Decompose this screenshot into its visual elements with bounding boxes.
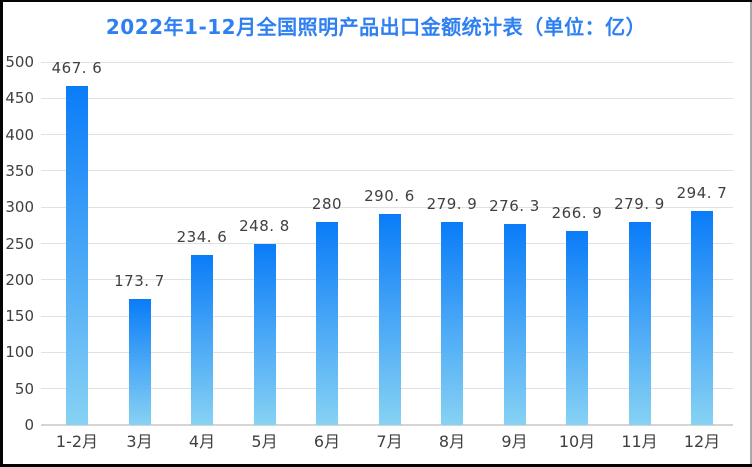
bar-value-label: 279. 9 <box>426 194 478 213</box>
x-axis-category-label: 9月 <box>501 432 528 451</box>
x-axis-category-label: 5月 <box>251 432 278 451</box>
bar-value-label: 290. 6 <box>364 187 415 206</box>
y-axis-tick-label: 400 <box>5 125 34 144</box>
bar-8月 <box>441 221 463 425</box>
x-axis-category-label: 6月 <box>313 432 341 451</box>
x-axis-line <box>41 424 733 426</box>
gridline <box>41 97 733 99</box>
x-axis-category-label: 3月 <box>126 432 153 451</box>
bar-10月 <box>566 231 588 425</box>
gridline <box>41 206 733 208</box>
bar-1-2月 <box>66 85 88 425</box>
bar-value-label: 280 <box>311 194 343 213</box>
gridline <box>41 170 733 172</box>
x-axis-category-label: 12月 <box>683 432 721 451</box>
x-axis-category-label: 1-2月 <box>55 432 99 451</box>
bar-11月 <box>628 221 651 425</box>
x-axis-category-label: 11月 <box>621 432 658 451</box>
y-axis-tick-label: 500 <box>5 53 34 71</box>
bar-4月 <box>191 254 213 425</box>
y-axis-tick-label: 300 <box>5 198 34 217</box>
gridline <box>41 134 733 136</box>
y-axis-tick-label: 450 <box>5 89 34 108</box>
bar-value-label: 294. 7 <box>676 184 728 203</box>
bar-9月 <box>503 224 526 425</box>
y-axis-tick-label: 50 <box>14 379 34 398</box>
bar-value-label: 266. 9 <box>551 204 603 223</box>
bar-value-label: 173. 7 <box>114 271 165 290</box>
bar-6月 <box>316 221 338 425</box>
bar-value-label: 279. 9 <box>614 194 665 213</box>
bar-value-label: 234. 6 <box>176 227 228 246</box>
bar-3月 <box>128 298 151 425</box>
chart-title: 2022年1-12月全国照明产品出口金额统计表（单位：亿） <box>105 15 647 39</box>
y-axis-tick-label: 200 <box>5 270 34 289</box>
bar-value-label: 248. 8 <box>239 217 290 236</box>
bar-value-label: 276. 3 <box>489 197 540 216</box>
bar-value-label: 467. 6 <box>51 58 103 77</box>
y-axis-tick-label: 250 <box>5 234 34 253</box>
x-axis-category-label: 10月 <box>558 432 596 451</box>
bar-7月 <box>378 214 401 425</box>
bar-12月 <box>691 211 713 425</box>
y-axis-tick-label: 150 <box>5 307 34 326</box>
y-axis-tick-label: 100 <box>5 343 34 362</box>
gridline <box>41 61 733 63</box>
y-axis-tick-label: 350 <box>5 161 34 180</box>
x-axis-category-label: 8月 <box>438 432 466 451</box>
x-axis-category-label: 7月 <box>376 432 403 451</box>
y-axis-tick-label: 0 <box>24 416 34 434</box>
bar-5月 <box>253 244 276 425</box>
x-axis-category-label: 4月 <box>188 432 216 451</box>
